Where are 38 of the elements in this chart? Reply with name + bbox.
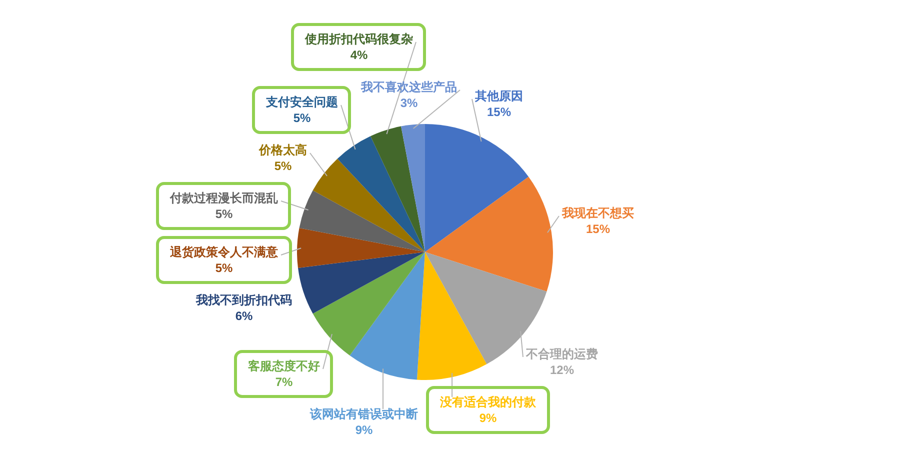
pie-slice bbox=[370, 126, 425, 252]
data-label: 5% bbox=[293, 111, 311, 125]
slice-label: 使用折扣代码很复杂 bbox=[304, 32, 413, 46]
pie-slice bbox=[350, 252, 425, 380]
slice-label: 价格太高 bbox=[258, 143, 307, 157]
slice-label: 我不喜欢这些产品 bbox=[360, 80, 457, 94]
slice-label: 支付安全问题 bbox=[265, 95, 338, 109]
pie-slice bbox=[298, 252, 425, 314]
pie-slice bbox=[312, 252, 425, 356]
slice-label: 付款过程漫长而混乱 bbox=[169, 191, 278, 205]
data-label: 15% bbox=[586, 222, 610, 236]
slice-label: 其他原因 bbox=[474, 89, 523, 103]
data-label: 4% bbox=[350, 48, 368, 62]
data-label: 6% bbox=[235, 309, 253, 323]
data-label: 9% bbox=[479, 411, 497, 425]
data-label: 12% bbox=[550, 363, 574, 377]
pie-slice bbox=[416, 252, 487, 380]
data-label: 5% bbox=[274, 159, 292, 173]
slice-label: 该网站有错误或中断 bbox=[309, 407, 418, 421]
slice-label: 不合理的运费 bbox=[525, 347, 598, 361]
pie-slice bbox=[312, 158, 425, 252]
slice-label: 退货政策令人不满意 bbox=[169, 245, 279, 259]
data-label: 7% bbox=[275, 375, 293, 389]
slice-label: 客服态度不好 bbox=[247, 359, 320, 373]
pie-slice bbox=[401, 124, 425, 252]
pie-slice bbox=[337, 136, 425, 252]
data-label: 3% bbox=[400, 96, 418, 110]
data-label: 9% bbox=[355, 423, 373, 437]
data-label: 5% bbox=[215, 207, 233, 221]
pie-slice bbox=[297, 228, 425, 268]
data-label: 15% bbox=[486, 105, 512, 119]
slice-label: 我找不到折扣代码 bbox=[195, 293, 292, 307]
slice-label: 我现在不想买 bbox=[561, 206, 634, 220]
data-label: 5% bbox=[215, 261, 233, 275]
pie-slice bbox=[425, 176, 553, 292]
pie-slice bbox=[425, 124, 529, 252]
slice-label: 没有适合我的付款 bbox=[439, 395, 537, 409]
pie-slice bbox=[299, 190, 425, 252]
